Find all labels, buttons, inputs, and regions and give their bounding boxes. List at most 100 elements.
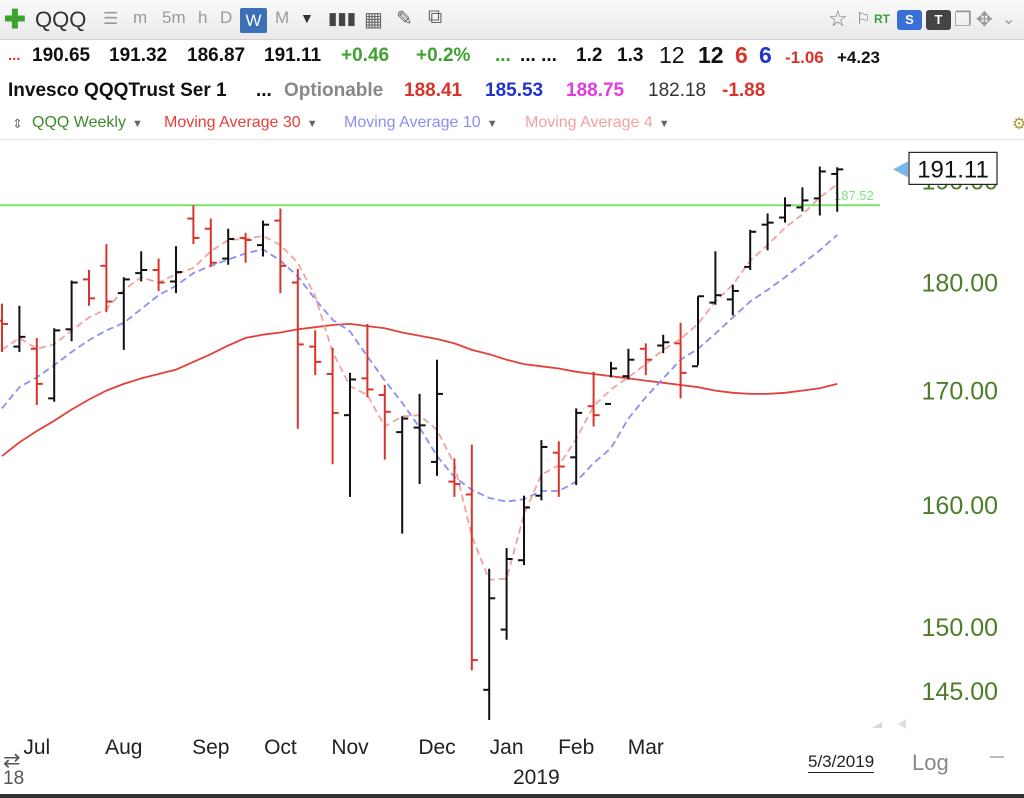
legend-ma10-label: Moving Average 10 [344,114,481,131]
x-tick-label: Sep [192,736,229,759]
net-change: +0.46 [341,45,390,66]
ohlc-bar [48,328,61,402]
window-bottom-border [0,794,1024,798]
grid-icon[interactable]: ▦ [364,9,383,31]
star-icon[interactable]: ☆ [828,6,848,31]
ohlc-bar [744,229,757,270]
rt-badge[interactable]: RT [874,12,890,26]
quote-value-5: 6 [735,42,748,68]
x-tick-label: Aug [105,736,142,759]
ohlc-bar [831,167,844,212]
ohlc-bar [448,458,461,497]
y-tick-label: 170.00 [922,378,998,406]
y-tick-label: 180.00 [922,270,998,298]
legend-ma4[interactable]: Moving Average 4 ▼ [525,114,670,132]
ohlc-bar [622,348,635,380]
ohlc-bar [187,205,200,245]
last-price-marker: 191.11 [893,151,998,185]
ohlc-bar [65,280,78,342]
minimize-icon[interactable] [990,756,1004,758]
quote-dots: ... [8,47,21,64]
ohlc-bar [326,347,339,465]
chevron-down-icon: ▼ [306,118,318,130]
legend-ma30[interactable]: Moving Average 30 ▼ [164,114,318,132]
open-price: 190.65 [32,45,91,66]
quote-value-10: -1.88 [722,80,766,101]
window-icon[interactable]: ❐ [954,9,972,31]
quote-value-7: -1.06 [785,48,824,67]
x-tick-label: Mar [628,736,664,759]
timeframe-hour[interactable]: h [198,8,208,27]
ohlc-bar [552,441,565,497]
add-symbol-icon[interactable]: ✚ [4,4,26,34]
flag-icon[interactable]: ⚐ [856,11,871,28]
footer-date[interactable]: 5/3/2019 [808,752,875,773]
scroll-triangle-icon[interactable] [872,722,882,728]
quote-dots-black: ... ... [520,45,557,66]
ohlc-bar [779,197,791,223]
ma10-value: 185.53 [485,80,544,101]
ohlc-bar [135,251,148,282]
dropdown-arrow-icon[interactable]: ▼ [300,10,314,26]
ohlc-bar [291,268,304,429]
high-price: 191.32 [109,45,168,66]
list-icon[interactable]: ☰ [103,9,119,28]
ohlc-bar [378,385,391,460]
legend-series[interactable]: QQQ Weekly ▼ [32,114,143,132]
horizontal-line-group[interactable]: 187.52 [0,188,880,207]
chevron-down-icon: ▼ [486,118,498,130]
note-icon[interactable]: ⧉ [428,6,443,28]
chevron-down-icon[interactable]: ⌄ [1002,11,1016,28]
quote-value-4: 12 [698,42,724,68]
quote-value-8: +4.23 [837,48,881,67]
ohlc-bar [570,408,583,486]
legend-separator [0,139,1024,140]
scroll-left-icon[interactable] [898,719,906,729]
share-button[interactable]: S [897,10,922,30]
sort-arrows-icon[interactable]: ⇕ [12,116,23,131]
ohlc-bar [396,416,409,534]
last-price-label: 191.11 [917,156,989,183]
ma30-line [1,322,838,457]
quote-value-6: 6 [759,42,772,68]
ohlc-bar [30,337,43,406]
bar-style-icon[interactable]: ▮▮▮ [328,9,357,28]
draw-pencil-icon[interactable]: ✎ [396,8,413,30]
y-tick-label: 160.00 [922,492,998,520]
refresh-icon[interactable]: ⇄ [3,749,21,772]
log-scale-toggle[interactable]: Log [912,750,949,775]
timeframe-minute[interactable]: m [133,8,148,27]
low-price: 186.87 [187,45,246,66]
move-icon[interactable]: ✥ [976,9,993,31]
ohlc-bar [257,220,269,257]
symbol-field[interactable]: QQQ [35,7,87,32]
ohlc-bars-group [0,166,844,720]
ohlc-bar [13,305,26,353]
settings-icon[interactable]: ⚙ [1012,116,1024,133]
timeframe-day[interactable]: D [220,8,233,27]
timeframe-month[interactable]: M [275,8,290,27]
last-price-arrow [893,161,908,178]
horizontal-line-label: 187.52 [834,188,874,203]
ohlc-bar [605,361,617,405]
legend-ma4-label: Moving Average 4 [525,114,653,131]
ma4-value: 188.75 [566,80,625,101]
legend-ma10[interactable]: Moving Average 10 ▼ [344,114,498,132]
ohlc-bar [170,246,182,294]
ohlc-bar [709,251,722,305]
x-tick-label: Nov [331,736,369,759]
timeframe-5minute[interactable]: 5m [162,8,186,27]
ohlc-bar [83,269,95,306]
timeframe-week[interactable]: W [240,8,267,33]
x-tick-label: Jul [23,736,50,759]
last-price-box [908,151,998,185]
security-name: Invesco QQQTrust Ser 1 [8,80,227,101]
ohlc-bar [309,330,322,376]
template-button[interactable]: T [926,10,951,30]
x-tick-label: Feb [558,736,594,759]
close-price: 191.11 [264,45,322,66]
ohlc-bar [796,187,809,212]
legend-series-label: QQQ Weekly [32,114,126,131]
